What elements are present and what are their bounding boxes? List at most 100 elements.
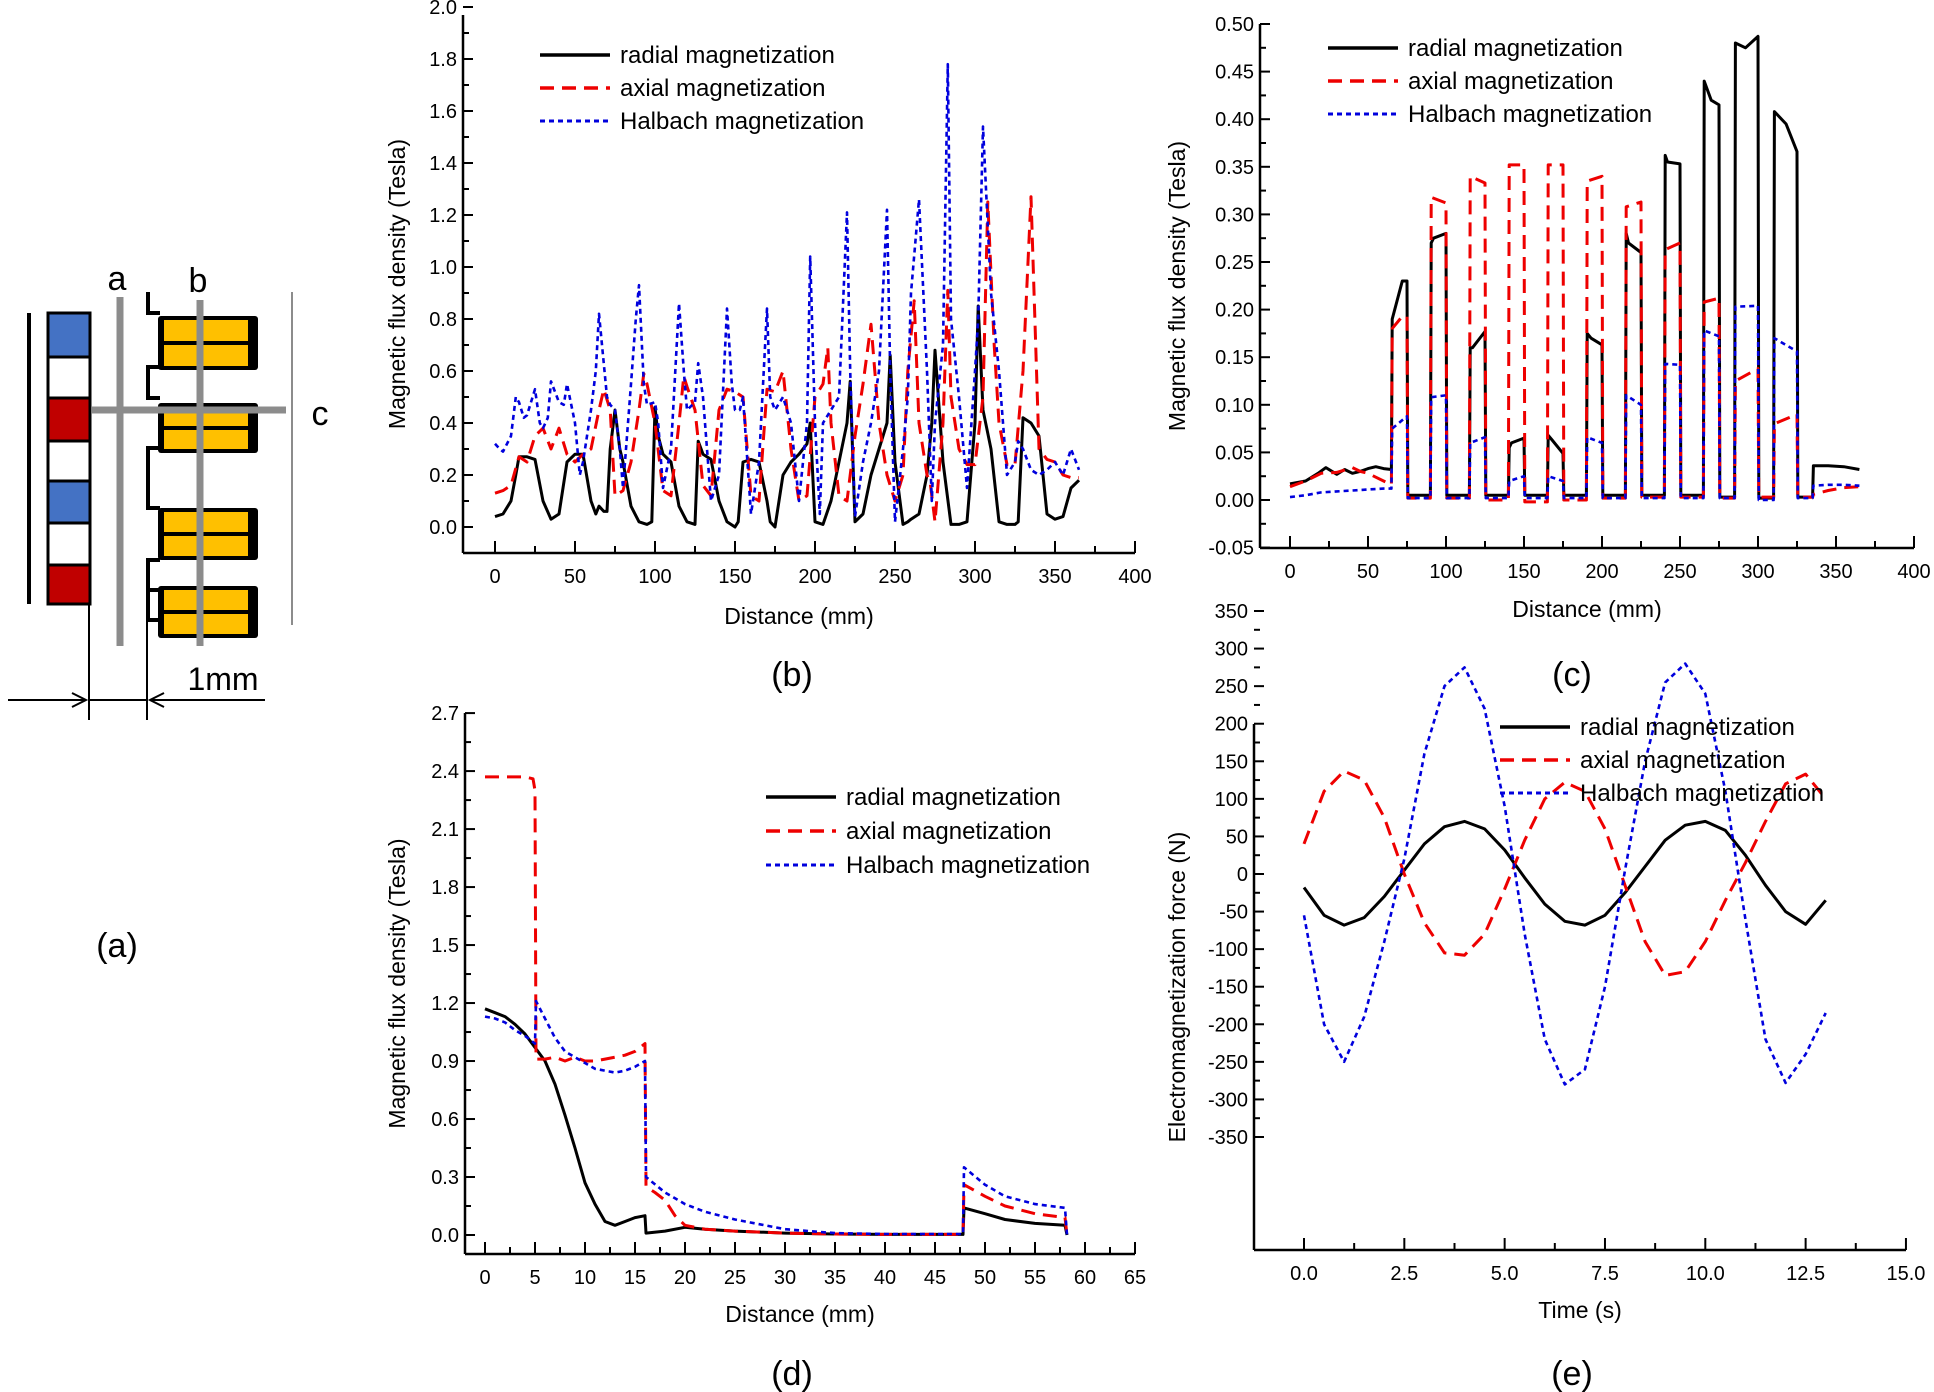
x-tick-label: 100 [638,566,671,588]
coil-slot [158,508,258,560]
magnet-block-red [46,396,92,443]
x-tick-label: 0 [479,1267,490,1289]
stator-profile [146,292,258,622]
y-tick-label: -250 [1208,1052,1248,1074]
y-tick-label: -300 [1208,1089,1248,1111]
x-tick-label: 0.0 [1290,1263,1318,1285]
legend-entry: radial magnetization [1408,35,1623,62]
y-tick-label: 2.7 [431,703,459,725]
chart-e: -350 -300 -250 -200 -150 -100 -50 0 50 100 150 200 2… [1164,601,1925,1392]
magnet-block-red [46,563,92,606]
y-tick-label: 50 [1226,826,1248,848]
arrow-head-right-icon [71,692,89,708]
label-a: a [108,260,127,298]
y-axis-title: Magnetic flux density (Tesla) [384,139,410,429]
coil-column [158,316,258,638]
x-tick-label: 100 [1429,561,1462,583]
y-tick-label: 150 [1215,751,1248,773]
x-tick-label: 0 [489,566,500,588]
y-tick-label: 1.5 [431,935,459,957]
coil-winding-lower [164,430,248,449]
series-line-halbach [1289,304,1860,502]
legend-entry: Halbach magnetization [1580,780,1824,807]
x-tick-label: 250 [1663,561,1696,583]
x-axis-title: Time (s) [1538,1297,1621,1323]
x-tick-label: 350 [1038,566,1071,588]
coil-winding-upper [164,512,248,532]
x-tick-label: 400 [1897,561,1930,583]
x-tick-label: 300 [1741,561,1774,583]
x-tick-label: 350 [1819,561,1852,583]
legend-entry: radial magnetization [846,784,1061,811]
x-tick-label: 30 [774,1267,796,1289]
x-axis-title: Distance (mm) [724,603,874,629]
coil-winding-upper [164,590,248,610]
coil-slot [158,586,258,638]
y-tick-label: 0.20 [1215,300,1254,322]
series-line-axial [494,195,1079,524]
panel-label-a: (a) [96,927,138,965]
y-tick-label: 0.05 [1215,442,1254,464]
y-tick-label: 1.2 [429,205,457,227]
y-axis-title: Magnetic flux density (Tesla) [384,838,410,1128]
x-tick-label: 50 [974,1267,996,1289]
chart-c: -0.05 0.00 0.05 0.10 0.15 0.20 0.25 0.30 0.35 0.4… [1164,14,1931,694]
y-tick-label: 0.10 [1215,395,1254,417]
y-tick-label: 0.45 [1215,62,1254,84]
x-tick-label: 300 [958,566,991,588]
x-tick-label: 50 [1357,561,1379,583]
y-tick-label: 0.4 [429,413,457,435]
y-tick-label: -100 [1208,939,1248,961]
x-tick-label: 10.0 [1686,1263,1725,1285]
legend-entry: axial magnetization [1408,68,1613,95]
y-tick-label: 1.8 [431,877,459,899]
magnet-block-white [46,439,92,483]
x-axis-title: Distance (mm) [725,1301,875,1327]
y-tick-label: 1.8 [429,49,457,71]
panel-label-c: (c) [1552,656,1592,694]
x-tick-label: 40 [874,1267,896,1289]
y-tick-label: 0.50 [1215,14,1254,36]
y-tick-label: 250 [1215,676,1248,698]
legend: radial magnetization axial magnetization H… [1328,35,1652,128]
y-tick-label: 0.9 [431,1051,459,1073]
y-axis-title: Magnetic flux density (Tesla) [1164,141,1190,431]
x-tick-label: 0 [1284,561,1295,583]
y-tick-label: 100 [1215,789,1248,811]
x-tick-label: 200 [798,566,831,588]
y-tick-label: -200 [1208,1014,1248,1036]
magnet-block-blue [46,311,92,359]
series-line-axial [1289,163,1860,504]
x-tick-label: 2.5 [1390,1263,1418,1285]
legend-entry: axial magnetization [620,75,825,102]
y-tick-label: 2.0 [429,0,457,19]
y-tick-label: -350 [1208,1127,1248,1149]
legend-entry: radial magnetization [620,42,835,69]
y-tick-label: -150 [1208,977,1248,999]
label-b: b [189,262,208,300]
coil-winding-lower [164,345,248,366]
arrow-head-left-icon [147,692,165,708]
chart-d: 0.0 0.3 0.6 0.9 1.2 1.5 1.8 2.1 2.4 2.7 0 5 10 15 20 25… [384,703,1146,1392]
y-tick-label: 0.00 [1215,490,1254,512]
y-tick-label: 0.15 [1215,347,1254,369]
coil-winding-lower [164,614,248,634]
y-axis-title: Electromagnetization force (N) [1164,832,1190,1143]
x-tick-label: 5.0 [1491,1263,1519,1285]
y-tick-label: 0.25 [1215,252,1254,274]
y-tick-label: 1.6 [429,101,457,123]
y-tick-label: 0.40 [1215,109,1254,131]
legend-entry: Halbach magnetization [846,852,1090,879]
series-line-halbach [484,999,1069,1236]
y-tick-label: 1.0 [429,257,457,279]
y-tick-label: 0.30 [1215,204,1254,226]
coil-winding-upper [164,320,248,341]
y-tick-label: 2.1 [431,819,459,841]
y-tick-label: 1.2 [431,993,459,1015]
series-line-radial [494,304,1081,529]
series-line-radial [1302,819,1827,927]
x-tick-label: 45 [924,1267,946,1289]
legend-entry: Halbach magnetization [620,108,864,135]
y-tick-label: 0.3 [431,1167,459,1189]
x-tick-label: 7.5 [1591,1263,1619,1285]
